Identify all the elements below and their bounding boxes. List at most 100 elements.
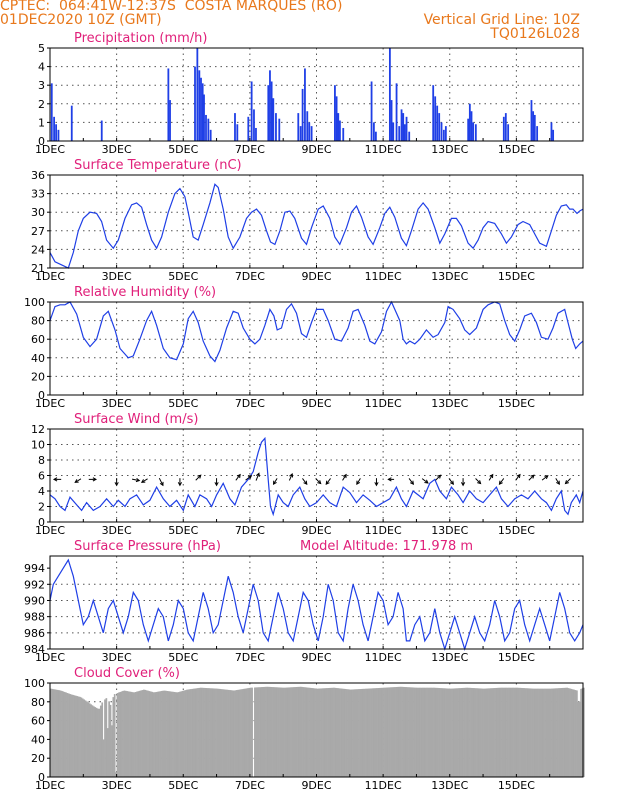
y-tick-label: 0 — [38, 389, 45, 402]
wind-arrow — [214, 478, 219, 487]
wind-arrow-head — [197, 474, 202, 479]
wind-arrow-head — [449, 480, 454, 486]
cloud-bar — [366, 688, 369, 777]
cloud-bar — [61, 690, 63, 777]
cloud-bar — [50, 688, 52, 777]
cloud-bar — [458, 688, 460, 777]
cloud-bar — [161, 690, 163, 777]
precip-bar — [57, 129, 60, 141]
cloud-bar — [420, 687, 423, 777]
cloud-bar — [204, 687, 206, 777]
cloud-bar — [152, 692, 155, 777]
header-run-time: 01DEC2020 10Z (GMT) — [0, 12, 162, 28]
cloud-bar — [122, 690, 124, 777]
cloud-bar — [505, 687, 507, 777]
cloud-bar — [104, 699, 106, 777]
cloud-bar — [355, 689, 358, 777]
cloud-bar — [183, 690, 185, 777]
cloud-bar — [583, 687, 585, 777]
cloud-bar — [445, 688, 448, 777]
y-tick-label: 33 — [31, 188, 45, 201]
x-tick-label: 13DEC — [431, 779, 468, 792]
cloud-bar — [381, 687, 384, 777]
cloud-bar — [65, 692, 67, 777]
cloud-bar — [527, 688, 530, 777]
cloud-bar — [219, 688, 222, 777]
cloud-bar — [537, 688, 539, 777]
cloud-bar — [373, 688, 376, 777]
precip-bar — [402, 113, 405, 141]
wind-arrow — [315, 478, 322, 485]
cloud-bar — [312, 688, 315, 777]
wind-arrow-head — [52, 477, 58, 482]
cloud-bar — [270, 686, 273, 777]
cloud-bar — [133, 692, 135, 777]
cloud-bar — [573, 689, 575, 777]
cloud-bar — [481, 688, 484, 777]
cloud-bar — [378, 687, 381, 777]
precip-bar — [275, 113, 277, 141]
cloud-bar — [277, 687, 280, 777]
cloud-bar — [469, 687, 471, 777]
cloud-bar — [327, 688, 330, 777]
wind-arrow — [528, 474, 535, 481]
wind-arrow-head — [544, 475, 549, 480]
cloud-bar — [549, 688, 552, 777]
cloud-bar — [56, 689, 59, 777]
cloud-bar — [155, 691, 158, 777]
y-tick-label: 100 — [24, 677, 45, 690]
cloud-bar — [269, 686, 271, 777]
y-tick-label: 80 — [31, 315, 45, 328]
cloud-bar — [564, 687, 567, 777]
x-tick-label: 11DEC — [365, 779, 402, 792]
y-tick-label: 40 — [31, 352, 45, 365]
wind-arrow — [302, 478, 308, 486]
precip-bar — [255, 127, 257, 141]
cloud-bar — [97, 708, 99, 777]
wind-arrow — [564, 478, 571, 485]
cloud-bar — [369, 688, 371, 777]
x-tick-label: 11DEC — [365, 524, 402, 537]
cloud-bar — [388, 687, 391, 777]
cloud-bar — [186, 689, 188, 777]
cloud-bar — [322, 688, 324, 777]
cloud-bar — [304, 687, 306, 777]
cloud-bar — [140, 690, 142, 777]
cloud-bar — [255, 687, 258, 777]
precip-bar — [395, 83, 398, 141]
wind-arrow — [498, 478, 505, 486]
cloud-bar — [442, 688, 445, 777]
precip-bar — [304, 68, 306, 141]
cloud-bar — [410, 687, 413, 777]
cloud-bar — [535, 688, 538, 777]
wind-arrow-shaft — [342, 474, 347, 481]
cloud-bar — [440, 688, 442, 777]
cloud-bar — [179, 691, 181, 777]
cloud-bar — [471, 688, 474, 777]
cloud-bar — [460, 688, 463, 777]
cloud-bar — [524, 688, 527, 777]
cloud-bar — [496, 687, 499, 777]
cloud-bar — [247, 688, 249, 777]
x-tick-label: 3DEC — [102, 143, 132, 156]
y-tick-label: 10 — [31, 439, 45, 452]
cloud-bar — [326, 688, 328, 777]
cloud-bar — [499, 687, 502, 777]
cloud-bar — [347, 689, 349, 777]
cloud-bar — [428, 687, 431, 777]
cloud-bar — [205, 688, 208, 777]
cloud-bar — [555, 688, 557, 777]
precip-bar — [398, 126, 401, 141]
panel-title: Relative Humidity (%) — [74, 285, 216, 300]
precip-bar — [299, 126, 302, 141]
panel-title: Precipitation (mm/h) — [74, 31, 207, 46]
cloud-bar — [81, 698, 84, 777]
cloud-bar — [206, 688, 209, 777]
x-tick-label: 7DEC — [235, 143, 265, 156]
cloud-bar — [167, 691, 170, 777]
cloud-bar — [552, 688, 555, 777]
cloud-bar — [90, 704, 92, 777]
wind-arrow — [374, 478, 379, 487]
cloud-bar — [542, 688, 545, 777]
panel-frame — [49, 428, 584, 523]
